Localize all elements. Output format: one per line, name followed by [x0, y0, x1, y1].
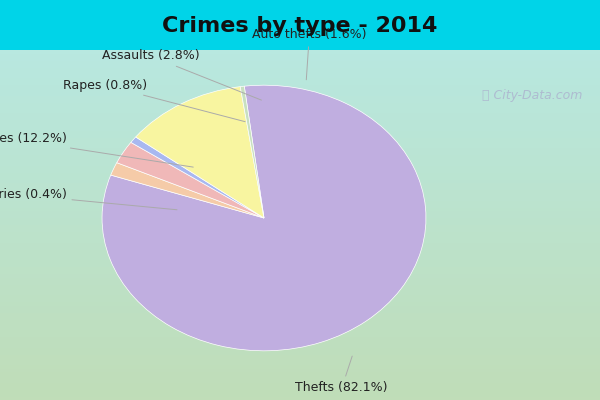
Wedge shape: [131, 137, 264, 218]
Text: ⓘ City-Data.com: ⓘ City-Data.com: [482, 88, 582, 102]
Text: Burglaries (12.2%): Burglaries (12.2%): [0, 132, 193, 167]
Text: Assaults (2.8%): Assaults (2.8%): [101, 50, 262, 100]
Text: Rapes (0.8%): Rapes (0.8%): [63, 79, 245, 122]
Text: Crimes by type - 2014: Crimes by type - 2014: [163, 16, 437, 36]
Text: Thefts (82.1%): Thefts (82.1%): [295, 356, 388, 394]
Wedge shape: [111, 163, 264, 218]
Wedge shape: [136, 87, 264, 218]
Wedge shape: [240, 86, 264, 218]
Text: Robberies (0.4%): Robberies (0.4%): [0, 188, 177, 210]
Wedge shape: [102, 85, 426, 351]
Text: Auto thefts (1.6%): Auto thefts (1.6%): [252, 28, 367, 80]
Wedge shape: [117, 142, 264, 218]
